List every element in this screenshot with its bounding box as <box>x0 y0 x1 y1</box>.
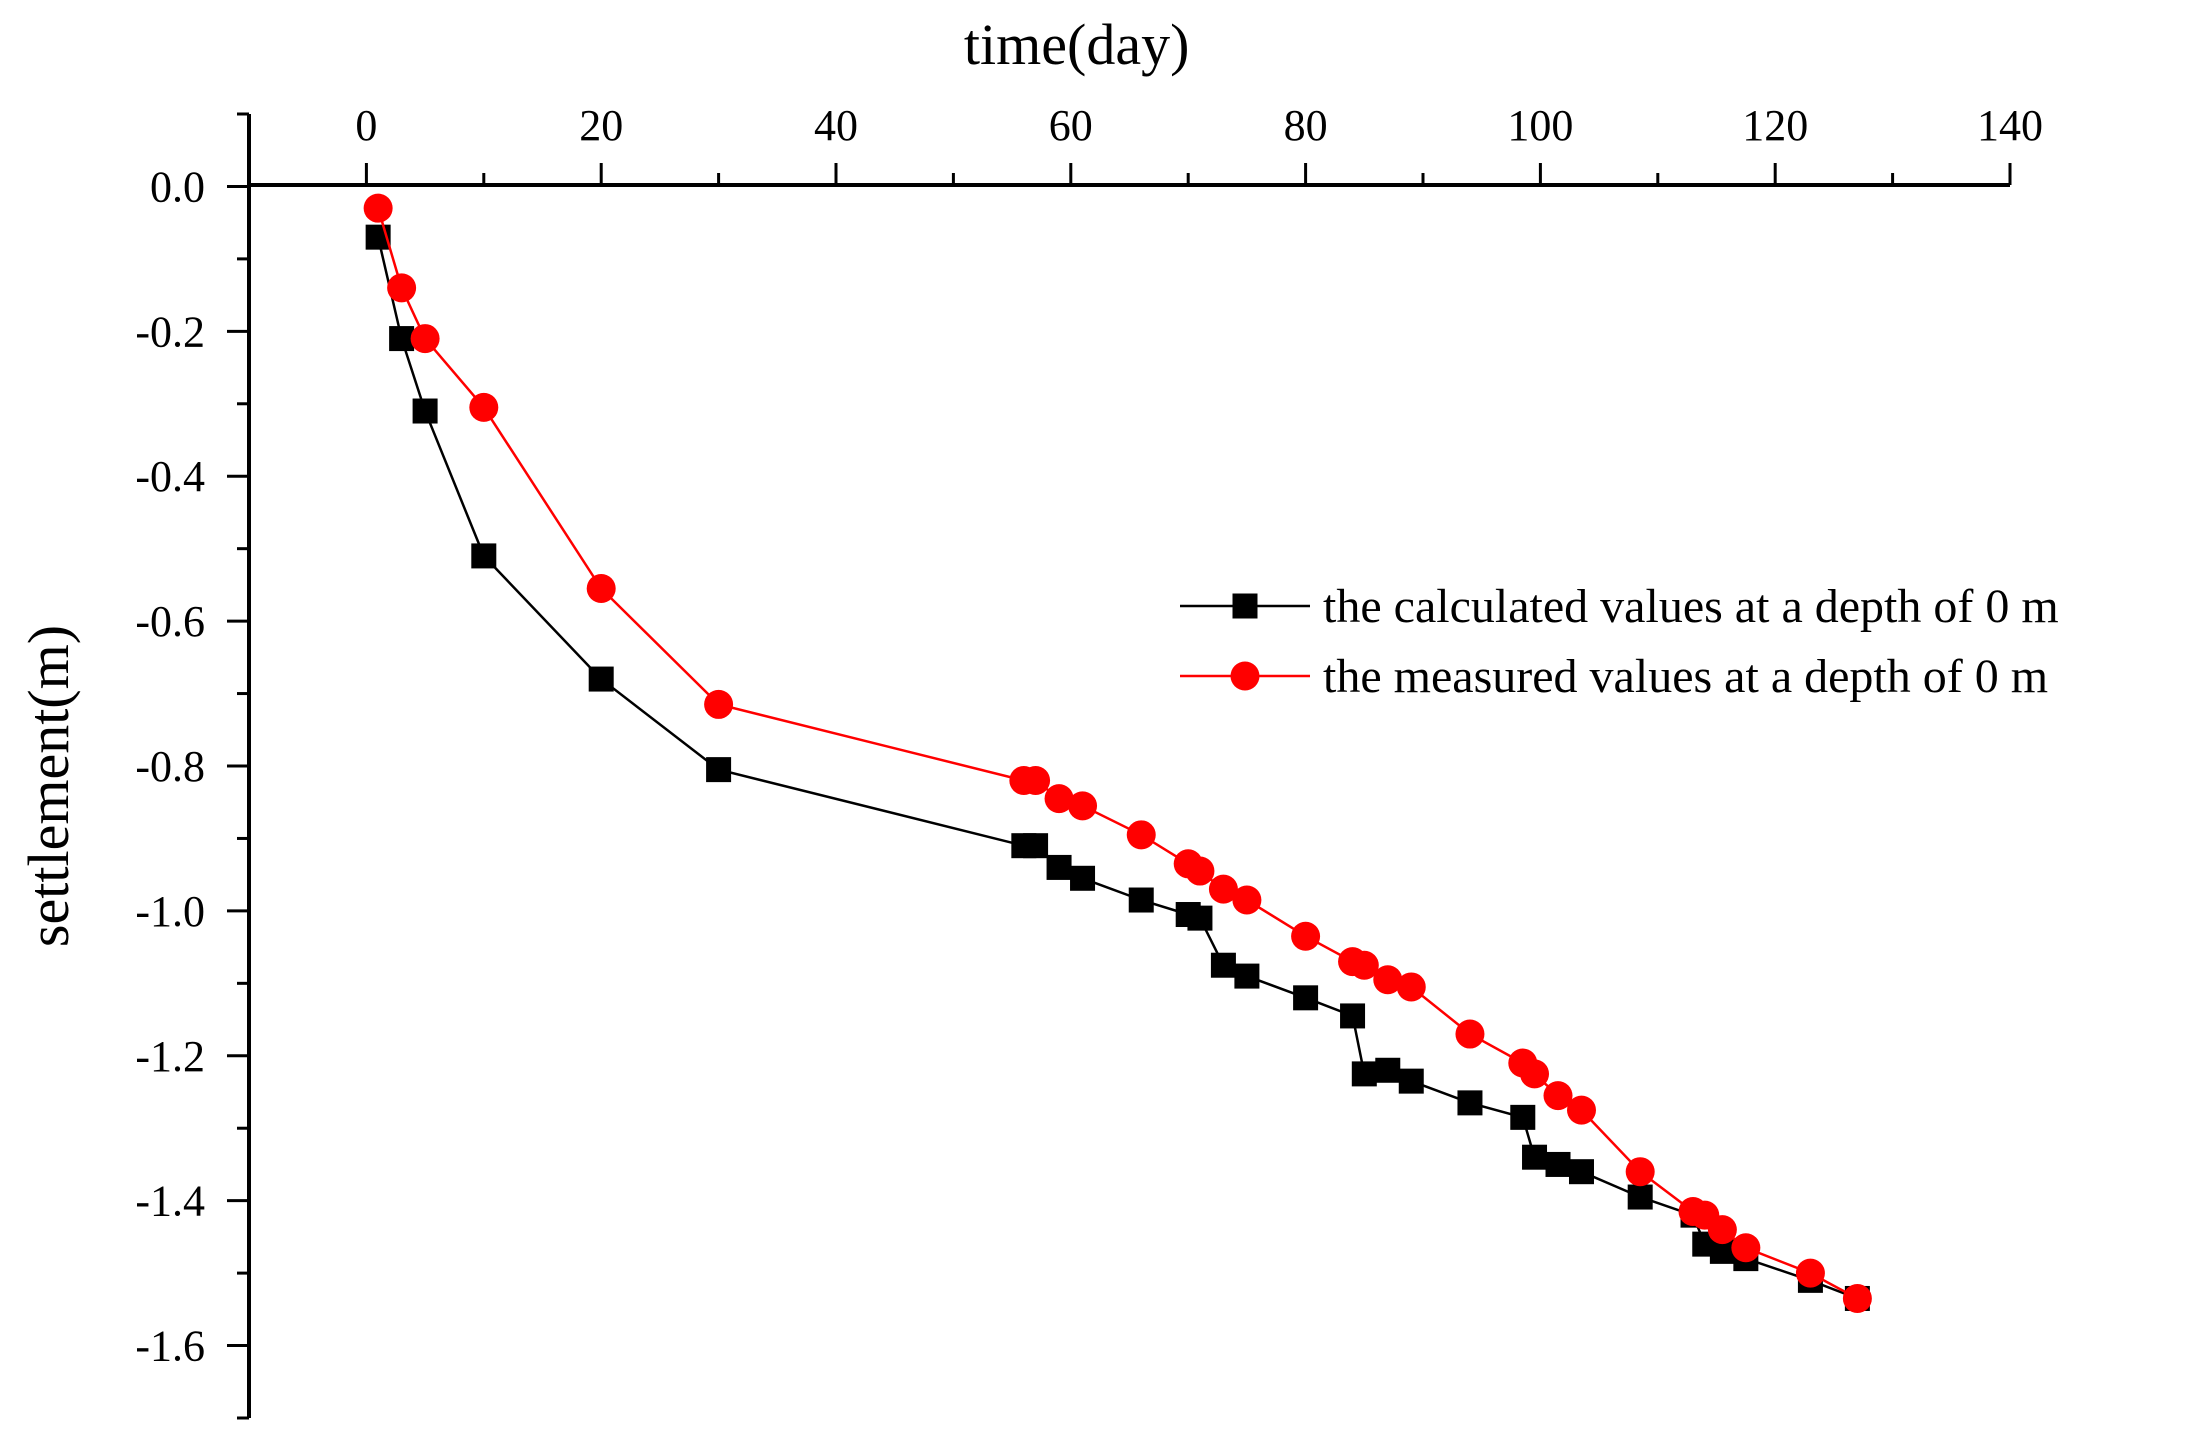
data-point-circle <box>1795 1258 1825 1288</box>
y-tick-label: -0.6 <box>135 597 205 646</box>
data-point-circle <box>1543 1081 1573 1111</box>
x-tick-label: 140 <box>1977 101 2043 150</box>
legend-label: the calculated values at a depth of 0 m <box>1323 580 2059 633</box>
data-point-square <box>706 757 732 783</box>
legend-item-1: the calculated values at a depth of 0 m <box>1180 580 2059 633</box>
series-2 <box>363 193 1872 1313</box>
legend-marker-square <box>1232 593 1258 619</box>
x-tick-label: 40 <box>814 101 858 150</box>
y-axis: 0.0 -0.2 -0.4 -0.6 -0.8 -1.0 -1.2 -1.4 -1.6 <box>135 112 251 1420</box>
data-point-square <box>1568 1159 1594 1185</box>
legend: the calculated values at a depth of 0 m t… <box>1180 580 2059 703</box>
data-point-square <box>1070 865 1096 891</box>
x-tick-label: 80 <box>1284 101 1328 150</box>
data-point-square <box>1187 905 1213 931</box>
data-point-square <box>1375 1057 1401 1083</box>
data-point-circle <box>1021 765 1051 795</box>
data-point-square <box>1293 985 1319 1011</box>
data-point-circle <box>1232 885 1262 915</box>
y-axis-title: settlement(m) <box>16 625 81 947</box>
series-1 <box>365 224 1870 1311</box>
y-tick-label: -1.0 <box>135 887 205 936</box>
data-point-circle <box>704 689 734 719</box>
data-point-circle <box>1373 965 1403 995</box>
legend-marker-circle <box>1230 661 1260 691</box>
x-tick-label: 100 <box>1507 101 1573 150</box>
data-point-square <box>1510 1104 1536 1130</box>
data-point-square <box>1351 1061 1377 1087</box>
data-point-circle <box>1396 972 1426 1002</box>
data-point-circle <box>1068 791 1098 821</box>
data-point-circle <box>469 392 499 422</box>
data-point-circle <box>387 273 417 303</box>
x-tick-label: 20 <box>579 101 623 150</box>
y-tick-label: -1.2 <box>135 1032 205 1081</box>
data-point-square <box>412 398 438 424</box>
data-point-circle <box>1707 1215 1737 1245</box>
x-axis-title: time(day) <box>964 12 1189 77</box>
legend-item-2: the measured values at a depth of 0 m <box>1180 650 2048 703</box>
data-point-circle <box>1842 1283 1872 1313</box>
data-point-square <box>588 666 614 692</box>
data-point-square <box>471 543 497 569</box>
data-point-circle <box>1349 950 1379 980</box>
data-point-circle <box>1731 1233 1761 1263</box>
data-point-square <box>1340 1003 1366 1029</box>
data-point-square <box>1210 952 1236 978</box>
data-point-circle <box>363 193 393 223</box>
y-tick-label: -0.2 <box>135 307 205 356</box>
data-point-square <box>389 326 415 352</box>
legend-label: the measured values at a depth of 0 m <box>1323 650 2048 703</box>
data-point-square <box>1522 1144 1548 1170</box>
data-point-circle <box>1566 1095 1596 1125</box>
y-tick-label: 0.0 <box>150 162 205 211</box>
x-axis: 0 20 40 60 80 100 120 140 <box>247 101 2043 187</box>
data-point-circle <box>586 574 616 604</box>
y-tick-label: -1.4 <box>135 1177 205 1226</box>
data-point-circle <box>1208 874 1238 904</box>
y-tick-label: -0.4 <box>135 452 205 501</box>
data-point-circle <box>1291 921 1321 951</box>
x-tick-label: 60 <box>1049 101 1093 150</box>
data-point-square <box>1545 1151 1571 1177</box>
series-line <box>376 207 1858 1300</box>
y-tick-label: -1.6 <box>135 1322 205 1371</box>
data-point-circle <box>1044 784 1074 814</box>
data-point-square <box>1023 833 1049 859</box>
data-point-circle <box>1520 1059 1550 1089</box>
data-point-circle <box>410 324 440 354</box>
data-point-circle <box>1455 1019 1485 1049</box>
y-tick-label: -0.8 <box>135 742 205 791</box>
data-point-square <box>1234 963 1260 989</box>
data-point-square <box>1627 1184 1653 1210</box>
data-point-circle <box>1185 856 1215 886</box>
series-line <box>376 236 1858 1300</box>
x-tick-label: 0 <box>355 101 377 150</box>
data-point-square <box>1128 887 1154 913</box>
data-point-circle <box>1126 820 1156 850</box>
x-tick-label: 120 <box>1742 101 1808 150</box>
data-point-circle <box>1625 1157 1655 1187</box>
data-point-square <box>1046 854 1072 880</box>
data-point-square <box>1398 1068 1424 1094</box>
data-point-square <box>1457 1090 1483 1116</box>
plot-series <box>363 193 1872 1313</box>
